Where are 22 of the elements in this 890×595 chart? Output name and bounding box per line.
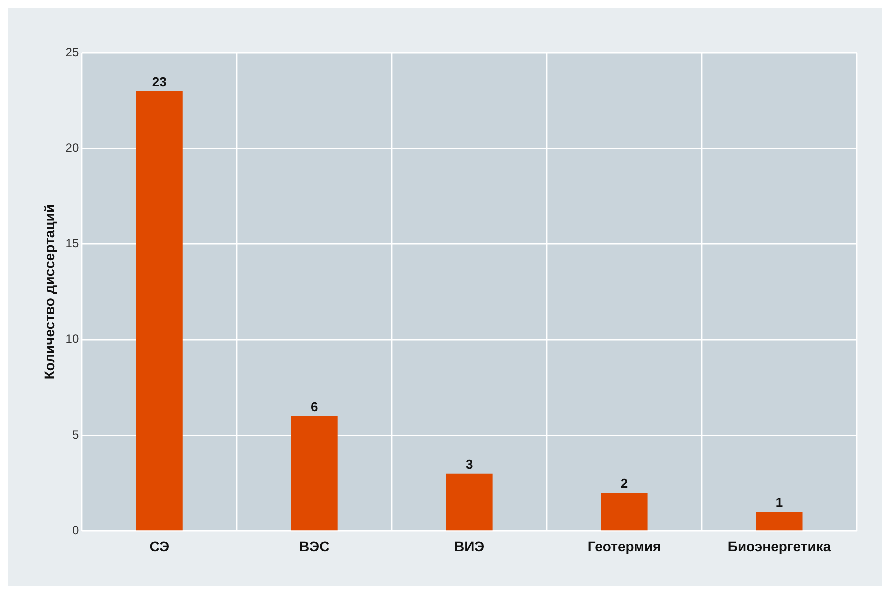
data-label: 6 (310, 400, 318, 415)
x-tick-label: ВЭС (300, 538, 330, 554)
x-tick-label: Биоэнергетика (728, 538, 832, 554)
y-tick-label: 10 (66, 332, 80, 346)
bar (446, 474, 493, 531)
y-tick-label: 0 (72, 524, 80, 538)
bar (291, 416, 338, 531)
bar (756, 512, 803, 531)
data-label: 1 (776, 495, 784, 510)
y-tick-label: 15 (66, 236, 80, 251)
data-label: 2 (620, 476, 628, 492)
data-label: 23 (152, 74, 167, 90)
y-tick-label: 5 (72, 428, 80, 442)
y-tick-label: 25 (66, 45, 80, 60)
x-tick-label: СЭ (150, 538, 170, 554)
bar (136, 91, 183, 531)
y-tick-label: 20 (66, 140, 80, 155)
bar (601, 492, 648, 531)
x-tick-label: ВИЭ (454, 538, 485, 554)
data-label: 3 (466, 456, 474, 472)
y-axis-title: Количество диссертаций (41, 204, 58, 380)
x-tick-label: Геотермия (588, 538, 662, 554)
